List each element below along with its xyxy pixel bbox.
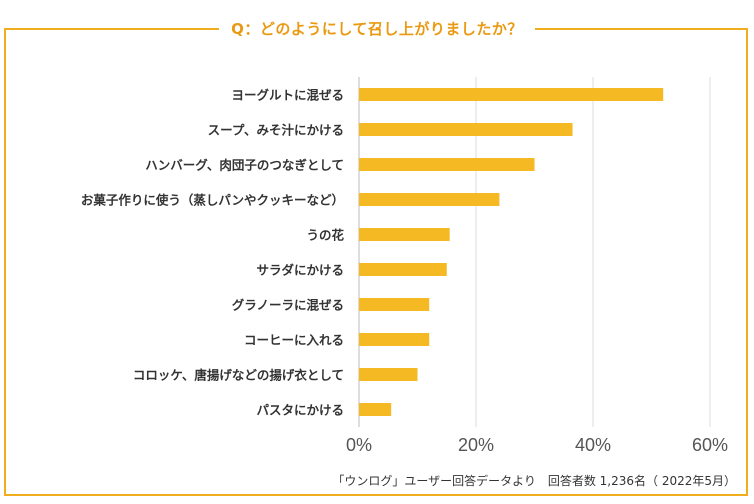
bar — [359, 88, 664, 101]
bar — [359, 368, 418, 381]
tick-label: 60% — [692, 435, 728, 455]
bar — [359, 298, 430, 311]
bar — [359, 333, 430, 346]
tick-label: 40% — [575, 435, 611, 455]
category-label: コーヒーに入れる — [244, 333, 344, 348]
category-label: うの花 — [306, 228, 344, 243]
tick-labels: 0% 20% 40% 60% — [346, 435, 728, 455]
category-label: サラダにかける — [256, 263, 344, 278]
source-note: 「ウンログ」ユーザー回答データより 回答者数 1,236名（ 2022年5月） — [332, 474, 736, 488]
bar — [359, 158, 535, 171]
category-label: コロッケ、唐揚げなどの揚げ衣として — [133, 368, 344, 383]
tick-label: 0% — [346, 435, 372, 455]
chart-title-wrap: Q：どのようにして召し上がりましたか？ — [0, 14, 754, 44]
bar — [359, 403, 392, 416]
category-label: ヨーグルトに混ぜる — [231, 88, 344, 103]
bar — [359, 193, 500, 206]
category-label: グラノーラに混ぜる — [232, 298, 344, 313]
category-label: パスタにかける — [256, 403, 344, 418]
chart-title: Q：どのようにして召し上がりましたか？ — [219, 20, 535, 38]
category-label: お菓子作りに使う（蒸しパンやクッキーなど） — [81, 193, 344, 208]
category-label: スープ、みそ汁にかける — [208, 123, 344, 138]
bar — [359, 123, 573, 136]
category-labels: ヨーグルトに混ぜるスープ、みそ汁にかけるハンバーグ、肉団子のつなぎとしてお菓子作… — [81, 88, 345, 418]
category-label: ハンバーグ、肉団子のつなぎとして — [145, 158, 344, 173]
tick-label: 20% — [458, 435, 494, 455]
bar — [359, 228, 450, 241]
bars — [359, 88, 664, 416]
bar — [359, 263, 447, 276]
